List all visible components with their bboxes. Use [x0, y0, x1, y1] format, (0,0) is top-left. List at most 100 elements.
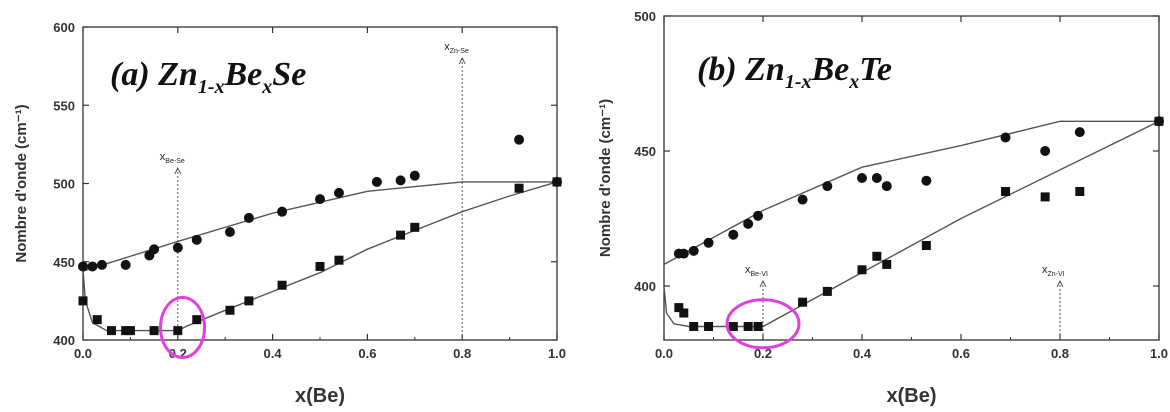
x-tick-label: 0.4	[853, 346, 872, 361]
x-tick-label: 0.6	[952, 346, 970, 361]
title-part: (b) Zn	[697, 51, 785, 88]
fit-line-0	[663, 120, 1159, 266]
data-point-square	[410, 222, 420, 232]
data-point-square	[396, 230, 406, 240]
data-point-square	[1154, 116, 1164, 126]
data-point-square	[244, 296, 254, 306]
title-subscript: x	[848, 71, 859, 93]
annotation-x: x	[1042, 264, 1048, 276]
data-point-square	[743, 322, 753, 331]
data-point-circle	[921, 175, 932, 186]
data-point-circle	[172, 242, 183, 253]
annotation-subscript: Zn-Se	[450, 48, 469, 55]
x-tick-label: 0.8	[453, 346, 471, 361]
data-point-circle	[797, 194, 808, 205]
title-subscript: x	[261, 76, 272, 98]
y-tick-label: 400	[634, 279, 656, 294]
annotation-x: x	[745, 264, 751, 276]
data-point-circle	[881, 181, 892, 192]
data-point-square	[173, 326, 183, 336]
annotation-x: x	[444, 41, 450, 53]
data-point-square	[1040, 192, 1050, 202]
data-point-circle	[688, 245, 699, 256]
data-point-square	[192, 315, 202, 325]
y-tick-label: 450	[634, 144, 656, 159]
y-tick-label: 400	[53, 333, 75, 348]
annotation-subscript: Be-Se	[165, 158, 185, 165]
data-point-square	[1075, 187, 1085, 196]
x-axis-label: x(Be)	[886, 385, 936, 407]
x-tick-label: 0.6	[358, 346, 376, 361]
y-tick-label: 450	[53, 255, 75, 270]
panel-title: (b) Zn1-xBexTe	[697, 51, 892, 93]
y-axis-label: Nombre d'onde (cm⁻¹)	[13, 104, 30, 262]
data-point-square	[679, 308, 689, 318]
data-point-square	[674, 303, 684, 313]
highlight-ellipse	[725, 298, 801, 350]
data-point-square	[552, 177, 562, 187]
data-point-circle	[87, 261, 98, 272]
annotation-arrow	[759, 279, 767, 288]
highlight-ellipse	[159, 295, 207, 359]
data-point-circle	[871, 173, 882, 183]
data-point-square	[92, 315, 102, 325]
data-point-circle	[78, 261, 88, 272]
x-tick-label: 1.0	[1150, 346, 1168, 361]
y-tick-label: 550	[53, 98, 75, 113]
data-point-circle	[743, 218, 754, 229]
x-tick-label: 0.0	[655, 346, 673, 361]
data-point-circle	[191, 234, 202, 245]
data-point-circle	[333, 187, 344, 198]
y-tick-label: 600	[53, 20, 75, 35]
annotation-arrow	[458, 56, 466, 65]
data-point-square	[704, 322, 714, 331]
data-point-square	[514, 183, 524, 193]
data-point-square	[753, 322, 763, 331]
x-tick-label: 0.2	[754, 346, 772, 361]
data-point-square	[121, 326, 131, 336]
y-tick-label: 500	[634, 9, 656, 24]
title-part: Se	[272, 56, 306, 93]
title-part: Be	[811, 51, 850, 88]
data-point-circle	[409, 170, 420, 181]
data-point-square	[798, 297, 808, 307]
data-point-square	[882, 259, 892, 269]
title-part: Be	[224, 56, 263, 93]
data-point-circle	[395, 175, 406, 186]
y-tick-label: 500	[53, 177, 75, 192]
title-part: (a) Zn	[110, 56, 198, 93]
data-point-circle	[120, 259, 131, 270]
data-point-circle	[96, 259, 107, 270]
annotation-label: xZn-VI	[1042, 264, 1065, 278]
data-point-circle	[822, 181, 833, 192]
data-point-square	[689, 322, 699, 331]
x-tick-label: 0.8	[1051, 346, 1069, 361]
chart-panel-1: 0.0 0.2 0.4 0.6 0.8 1.0 400 450 500 x(Be) Nombre d…	[597, 9, 1168, 407]
annotation-subscript: Zn-VI	[1048, 271, 1065, 278]
data-point-square	[315, 261, 325, 271]
data-point-square	[149, 326, 159, 336]
data-point-circle	[857, 173, 867, 183]
data-point-circle	[243, 212, 254, 223]
data-point-circle	[371, 176, 382, 187]
data-point-circle	[728, 229, 739, 240]
chart-panel-0: 0.0 0.2 0.4 0.6 0.8 1.0400450500550600x(Be)No…	[13, 20, 566, 407]
annotation-x: x	[160, 151, 166, 163]
data-point-square	[857, 265, 867, 275]
x-tick-label: 0.4	[264, 346, 283, 361]
data-point-circle	[1040, 146, 1051, 156]
annotation-label: xBe-Se	[160, 151, 185, 165]
data-point-square	[1001, 187, 1011, 196]
annotation-subscript: Be-VI	[751, 271, 769, 278]
x-tick-label: 1.0	[548, 346, 566, 361]
data-point-square	[125, 326, 135, 336]
data-point-circle	[149, 244, 160, 255]
data-point-square	[78, 296, 88, 306]
title-part: Te	[859, 51, 892, 88]
y-axis-label: Nombre d'onde (cm⁻¹)	[597, 99, 614, 257]
title-subscript: 1-x	[785, 71, 812, 93]
data-point-circle	[277, 206, 288, 217]
data-point-square	[872, 251, 882, 261]
panel-title: (a) Zn1-xBexSe	[110, 56, 306, 98]
